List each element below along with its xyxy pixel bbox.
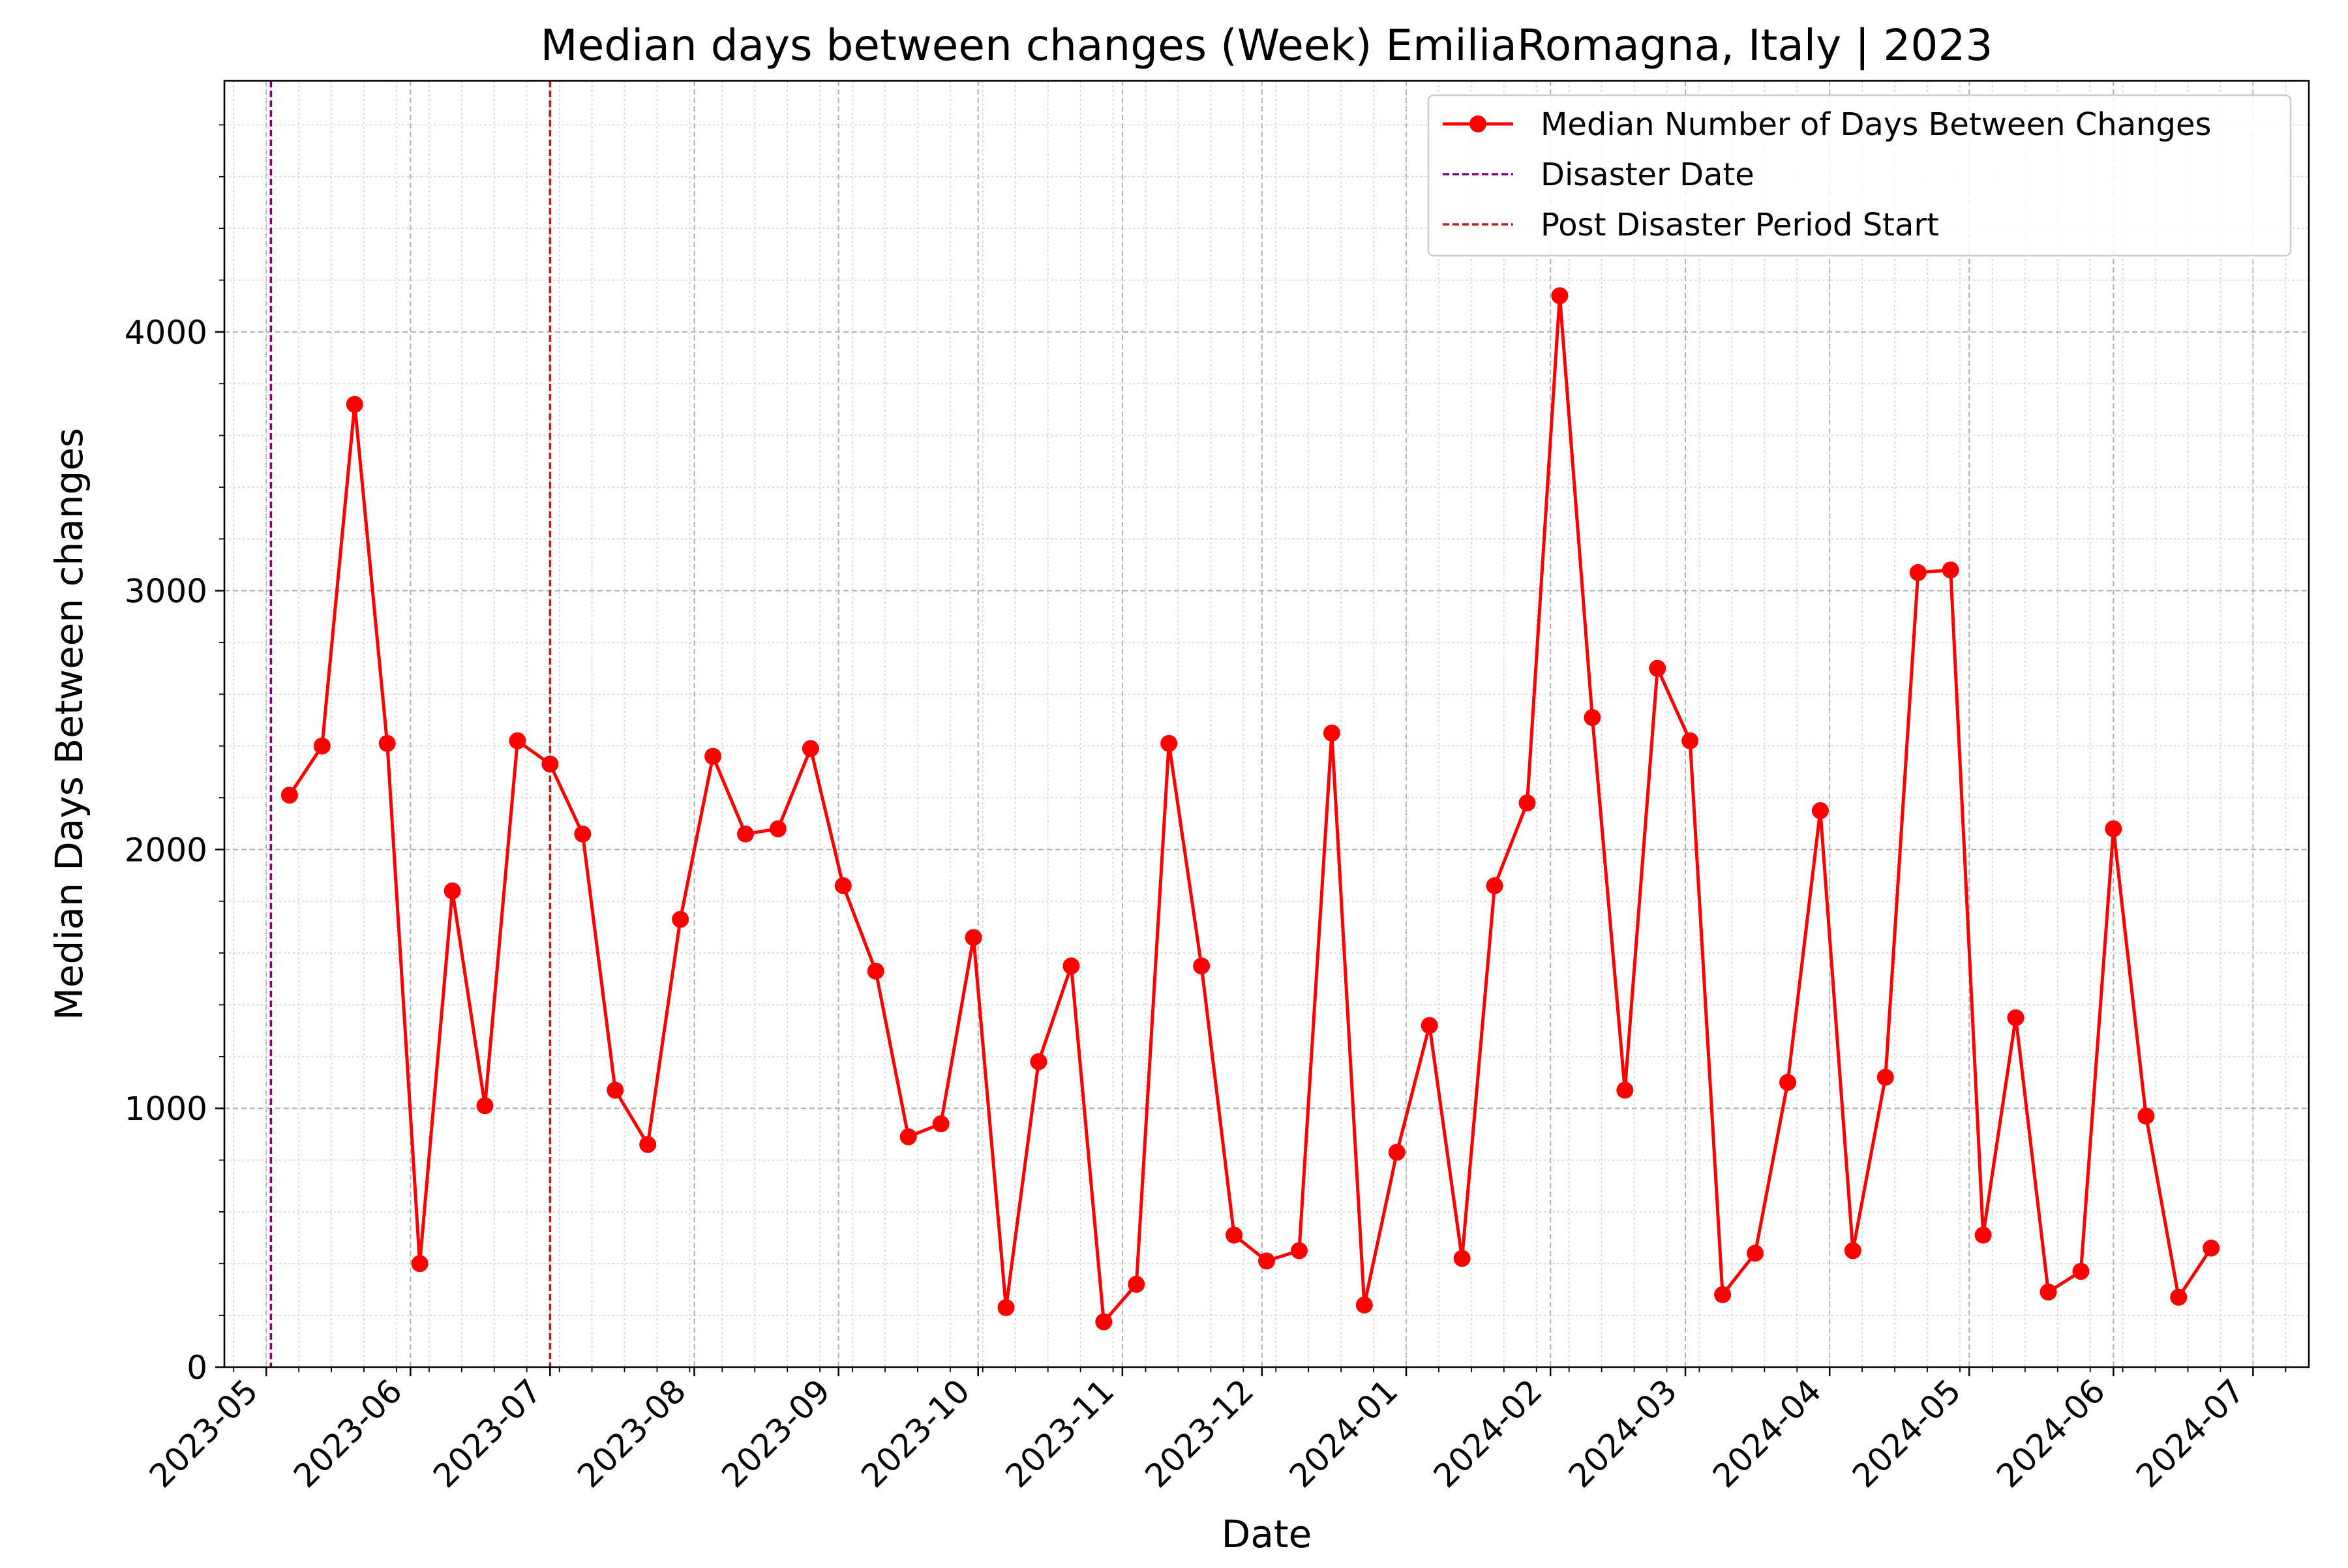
- x-tick-label: 2024-06: [1989, 1372, 2113, 1495]
- data-point: [769, 820, 787, 837]
- data-point: [1323, 724, 1340, 742]
- x-tick-label: 2023-06: [286, 1372, 410, 1495]
- data-point: [1909, 564, 1927, 581]
- data-point: [2007, 1009, 2024, 1027]
- x-tick-label: 2024-07: [2129, 1372, 2252, 1495]
- series-line: [288, 294, 2213, 1324]
- data-point: [1649, 659, 1666, 677]
- data-point: [899, 1128, 917, 1145]
- data-point: [737, 825, 754, 843]
- grid: [224, 81, 2309, 1368]
- data-point: [834, 877, 852, 894]
- data-point: [1551, 287, 1569, 305]
- data-point: [378, 734, 396, 752]
- data-point: [672, 911, 689, 928]
- data-point: [2072, 1263, 2090, 1280]
- data-point: [1844, 1242, 1861, 1259]
- x-tick-label: 2024-02: [1426, 1372, 1550, 1495]
- x-tick-label: 2023-08: [570, 1372, 693, 1495]
- y-tick-label: 1000: [125, 1090, 207, 1128]
- data-point: [541, 755, 559, 773]
- data-point: [1290, 1242, 1308, 1259]
- data-point: [1876, 1068, 1894, 1086]
- data-point: [1942, 561, 1959, 579]
- plot-frame: [223, 80, 2310, 1368]
- legend-label: Post Disaster Period Start: [1541, 207, 1939, 243]
- data-point: [1453, 1250, 1471, 1267]
- data-point: [1355, 1296, 1373, 1314]
- reference-lines: [269, 81, 552, 1367]
- data-point: [1681, 732, 1699, 749]
- data-point: [1421, 1017, 1438, 1034]
- x-tick-label: 2024-05: [1845, 1372, 1968, 1495]
- data-point: [1616, 1081, 1634, 1099]
- data-point: [997, 1299, 1015, 1316]
- data-point: [932, 1115, 950, 1133]
- data-point: [1030, 1053, 1047, 1070]
- data-point: [509, 732, 526, 749]
- data-point: [1258, 1252, 1275, 1270]
- x-tick-label: 2024-03: [1561, 1372, 1685, 1495]
- y-axis-label: Median Days Between changes: [47, 428, 91, 1020]
- y-tick-label: 3000: [125, 573, 207, 611]
- data-point: [2039, 1283, 2057, 1301]
- x-tick-label: 2024-04: [1706, 1372, 1829, 1495]
- data-point: [2105, 820, 2122, 837]
- data-point: [346, 395, 363, 413]
- x-tick-label: 2023-11: [999, 1372, 1122, 1495]
- legend-box: [1427, 94, 2292, 257]
- data-point: [2137, 1108, 2155, 1125]
- x-tick-label: 2023-05: [142, 1372, 265, 1495]
- y-tick-label: 0: [187, 1349, 207, 1387]
- legend: Median Number of Days Between Changes Dis…: [1427, 94, 2292, 257]
- x-tick-label: 2023-12: [1138, 1372, 1261, 1495]
- y-tick-label: 4000: [125, 314, 207, 352]
- data-point: [607, 1081, 624, 1099]
- data-point: [965, 929, 982, 946]
- series: [280, 287, 2220, 1331]
- x-tick-label: 2023-10: [854, 1372, 977, 1495]
- data-point: [1486, 877, 1503, 894]
- data-point: [704, 747, 722, 765]
- data-point: [802, 740, 819, 757]
- data-point: [476, 1097, 494, 1115]
- data-point: [1388, 1143, 1406, 1161]
- x-axis-label: Date: [1222, 1512, 1312, 1556]
- data-point: [2170, 1288, 2188, 1306]
- data-point: [2203, 1239, 2220, 1257]
- data-point: [1095, 1313, 1113, 1331]
- data-point: [1193, 957, 1211, 974]
- data-point: [1714, 1286, 1732, 1303]
- x-tick-label: 2024-01: [1282, 1372, 1406, 1495]
- x-tick-label: 2023-07: [426, 1372, 549, 1495]
- data-point: [1974, 1226, 1992, 1244]
- data-point: [1518, 794, 1536, 812]
- data-point: [444, 882, 461, 899]
- data-point: [280, 787, 298, 804]
- data-point: [1779, 1074, 1796, 1091]
- data-point: [867, 962, 884, 980]
- data-point: [574, 825, 592, 843]
- chart-title: Median days between changes (Week) Emili…: [541, 20, 1993, 70]
- x-tick-label: 2023-09: [714, 1372, 837, 1495]
- data-point: [1128, 1276, 1145, 1293]
- data-point: [1160, 734, 1178, 752]
- data-point: [411, 1255, 429, 1273]
- legend-label: Disaster Date: [1541, 157, 1754, 193]
- data-point: [1226, 1226, 1243, 1244]
- data-point: [1062, 957, 1080, 974]
- legend-marker: [1469, 115, 1486, 132]
- data-point: [1747, 1244, 1764, 1262]
- data-point: [1584, 709, 1601, 727]
- legend-label: Median Number of Days Between Changes: [1541, 106, 2212, 143]
- data-point: [1811, 802, 1829, 819]
- data-point: [313, 737, 331, 755]
- y-tick-label: 2000: [125, 831, 207, 869]
- data-point: [639, 1136, 657, 1153]
